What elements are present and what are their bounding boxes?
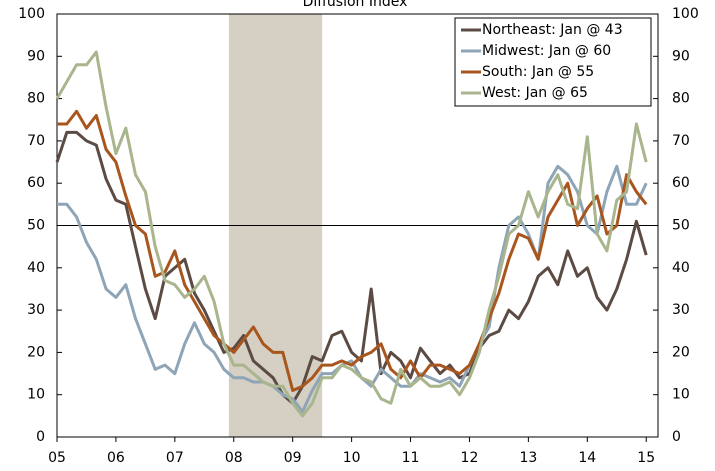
y2-tick-label: 100 xyxy=(672,6,699,22)
y-tick-label: 80 xyxy=(27,91,45,107)
x-tick-label: 14 xyxy=(578,450,596,466)
x-tick-label: 09 xyxy=(284,450,302,466)
y-tick-label: 50 xyxy=(27,218,45,234)
y2-tick-label: 50 xyxy=(672,218,690,234)
y-tick-label: 20 xyxy=(27,344,45,360)
y-tick-label: 40 xyxy=(27,260,45,276)
line-series xyxy=(57,109,648,392)
x-tick-label: 15 xyxy=(637,450,655,466)
x-tick-label: 07 xyxy=(166,450,184,466)
legend-label: South: Jan @ 55 xyxy=(482,64,594,80)
y2-tick-label: 90 xyxy=(672,48,690,64)
legend-box xyxy=(454,17,652,107)
y2-tick-label: 30 xyxy=(672,302,690,318)
y-tick-label: 90 xyxy=(27,48,45,64)
line-series xyxy=(55,130,648,405)
y-tick-label: 70 xyxy=(27,133,45,149)
y-tick-label: 100 xyxy=(18,6,45,22)
x-tick-label: 13 xyxy=(519,450,537,466)
x-tick-label: 08 xyxy=(225,450,243,466)
y2-tick-label: 40 xyxy=(672,260,690,276)
line-series xyxy=(55,50,648,418)
y2-tick-label: 20 xyxy=(672,344,690,360)
x-tick-label: 11 xyxy=(402,450,420,466)
y-tick-label: 10 xyxy=(27,387,45,403)
x-tick-label: 05 xyxy=(48,450,66,466)
chart-title: Diffusion Index xyxy=(303,0,408,10)
y2-tick-label: 80 xyxy=(672,91,690,107)
y2-tick-label: 10 xyxy=(672,387,690,403)
y-tick-label: 30 xyxy=(27,302,45,318)
line-series xyxy=(57,164,648,414)
y2-tick-label: 0 xyxy=(672,429,681,445)
y-tick-label: 60 xyxy=(27,175,45,191)
y2-tick-label: 70 xyxy=(672,133,690,149)
legend-label: Northeast: Jan @ 43 xyxy=(482,22,623,38)
legend-label: West: Jan @ 65 xyxy=(482,85,588,101)
y-tick-label: 0 xyxy=(36,429,45,445)
legend-label: Midwest: Jan @ 60 xyxy=(482,43,611,59)
x-tick-label: 10 xyxy=(343,450,361,466)
x-tick-label: 06 xyxy=(107,450,125,466)
x-tick-label: 12 xyxy=(461,450,479,466)
y2-tick-label: 60 xyxy=(672,175,690,191)
